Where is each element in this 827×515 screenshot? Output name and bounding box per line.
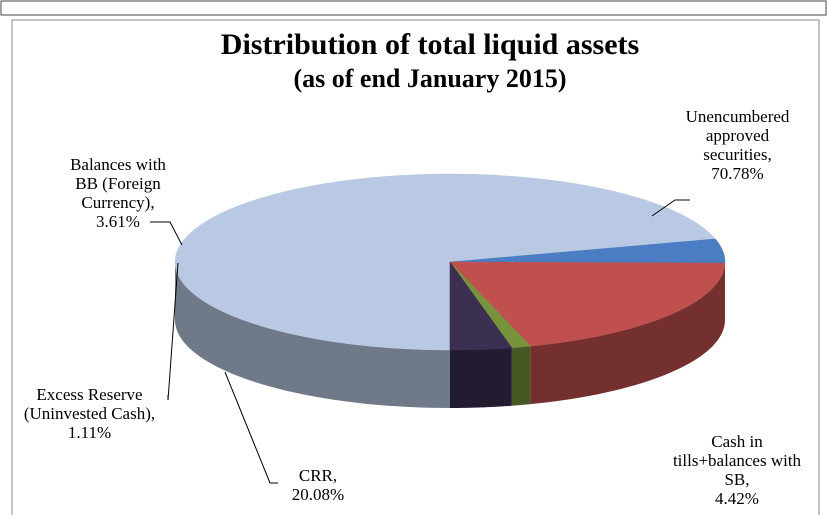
pie-slice bbox=[449, 238, 726, 322]
slice-side bbox=[530, 263, 725, 405]
category-label: Balances with BB (Foreign Currency), bbox=[70, 155, 166, 212]
pie bbox=[174, 173, 726, 408]
value-label: 3.61% bbox=[96, 212, 140, 231]
category-label: CRR, bbox=[298, 466, 338, 485]
pie-slice bbox=[449, 261, 513, 408]
pie-slice bbox=[449, 261, 726, 405]
category-label: Excess Reserve (Uninvested Cash), bbox=[23, 385, 156, 423]
leader-line bbox=[150, 221, 183, 246]
slice-top bbox=[449, 261, 726, 347]
slice-label: Excess Reserve (Uninvested Cash), 1.11% bbox=[22, 385, 157, 442]
leader-line bbox=[651, 199, 690, 217]
leader-lines bbox=[150, 199, 690, 484]
slice-top bbox=[174, 173, 716, 351]
value-label: 70.78% bbox=[711, 164, 764, 183]
slice-label: CRR, 20.08% bbox=[278, 466, 358, 504]
slice-side bbox=[175, 262, 450, 408]
chart-title: Distribution of total liquid assets bbox=[220, 28, 640, 61]
leader-line bbox=[224, 371, 278, 484]
slice-label: Cash in tills+balances with SB, 4.42% bbox=[672, 432, 802, 508]
value-label: 20.08% bbox=[291, 485, 345, 504]
slice-top bbox=[449, 261, 513, 351]
slice-side bbox=[511, 346, 531, 406]
slice-top bbox=[449, 261, 531, 349]
slice-label: Unencumbered approved securities, 70.78% bbox=[675, 107, 800, 183]
slice-side bbox=[450, 347, 512, 408]
slice-label: Balances with BB (Foreign Currency), 3.6… bbox=[58, 155, 178, 231]
value-label: 1.11% bbox=[67, 423, 112, 442]
chart-subtitle: (as of end January 2015) bbox=[293, 64, 567, 93]
top-frame bbox=[0, 0, 827, 16]
value-label: 4.42% bbox=[715, 489, 759, 508]
category-label: Cash in tills+balances with SB, bbox=[672, 432, 802, 489]
slice-top bbox=[449, 238, 726, 264]
pie-slice bbox=[449, 261, 531, 406]
pie-slice bbox=[174, 173, 716, 408]
chart-frame bbox=[11, 19, 820, 515]
category-label: Unencumbered approved securities, bbox=[685, 107, 790, 164]
leader-line bbox=[167, 262, 179, 401]
